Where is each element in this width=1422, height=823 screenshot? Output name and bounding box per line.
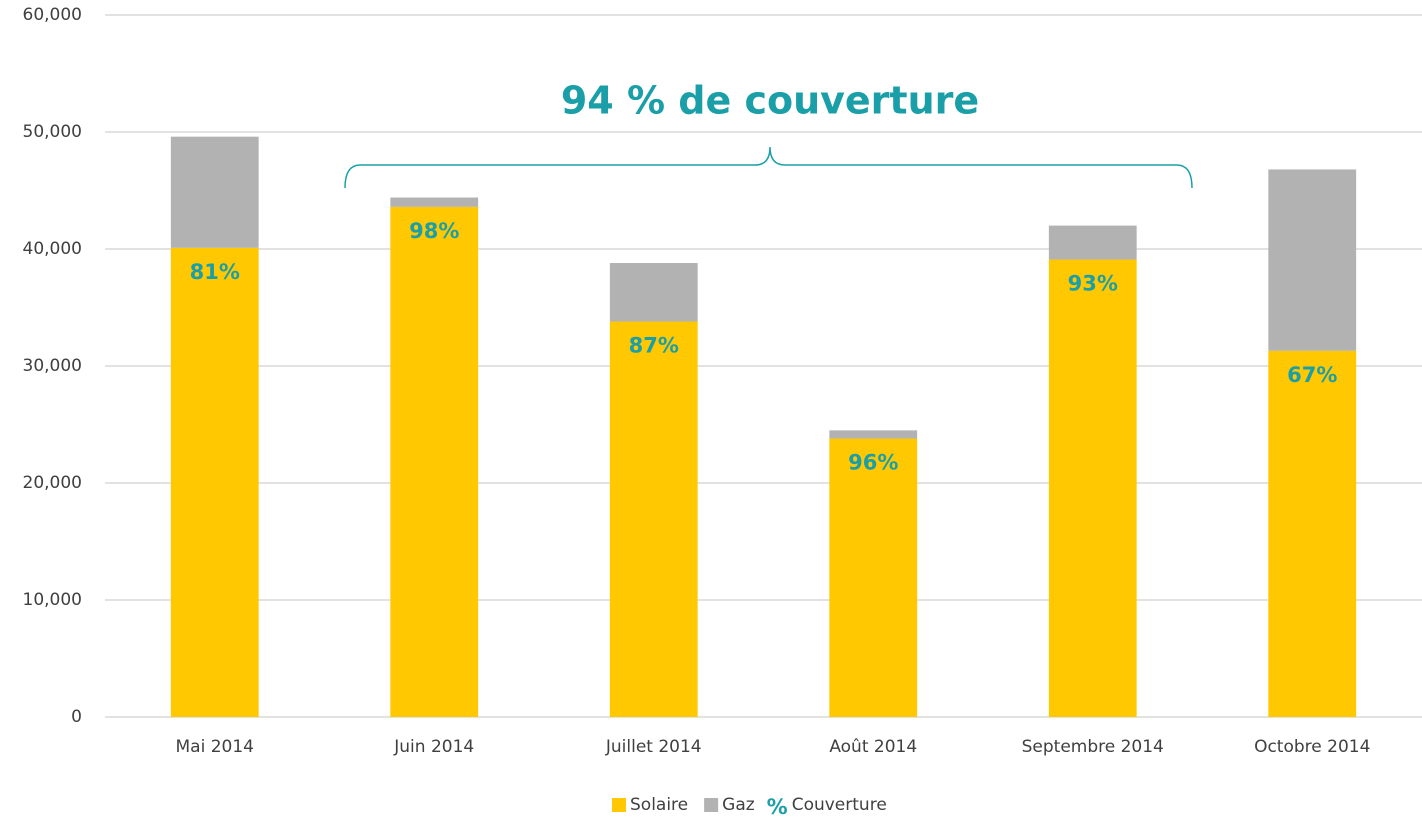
bar-segment bbox=[1048, 259, 1137, 717]
y-tick-label: 20,000 bbox=[23, 473, 82, 493]
x-tick-label: Mai 2014 bbox=[176, 737, 254, 757]
coverage-label: 67% bbox=[1287, 363, 1337, 387]
x-tick-label: Septembre 2014 bbox=[1022, 737, 1164, 757]
legend-marker: % bbox=[767, 795, 788, 819]
y-tick-label: 40,000 bbox=[23, 239, 82, 259]
coverage-label: 98% bbox=[409, 219, 459, 243]
bar-segment bbox=[609, 321, 698, 717]
coverage-label: 87% bbox=[629, 334, 679, 358]
y-tick-label: 0 bbox=[71, 707, 82, 727]
bar-segment bbox=[829, 430, 918, 439]
legend-swatch bbox=[612, 798, 626, 812]
x-tick-label: Août 2014 bbox=[829, 737, 917, 757]
x-tick-label: Octobre 2014 bbox=[1254, 737, 1370, 757]
bar-segment bbox=[390, 197, 479, 207]
bar-segment bbox=[1048, 225, 1137, 260]
y-tick-label: 60,000 bbox=[23, 5, 82, 25]
legend-label: Solaire bbox=[630, 795, 688, 815]
y-tick-label: 10,000 bbox=[23, 590, 82, 610]
coverage-label: 81% bbox=[190, 260, 240, 284]
coverage-label: 93% bbox=[1068, 272, 1118, 296]
coverage-label: 96% bbox=[848, 451, 898, 475]
y-tick-label: 50,000 bbox=[23, 122, 82, 142]
bar-segment bbox=[1268, 350, 1357, 717]
annotation: 94 % de couverture bbox=[561, 79, 979, 123]
bar-segment bbox=[170, 247, 259, 717]
bar-segment bbox=[609, 263, 698, 322]
x-tick-label: Juin 2014 bbox=[393, 737, 474, 757]
legend-label: Couverture bbox=[792, 795, 887, 815]
bar-segment bbox=[829, 438, 918, 717]
x-tick-label: Juillet 2014 bbox=[605, 737, 702, 757]
brace bbox=[344, 146, 1193, 189]
bar-segment bbox=[390, 206, 479, 717]
legend-label: Gaz bbox=[722, 795, 755, 815]
legend-swatch bbox=[704, 798, 719, 812]
bar-segment bbox=[170, 136, 259, 248]
bar-segment bbox=[1268, 169, 1357, 351]
y-tick-label: 30,000 bbox=[23, 356, 82, 376]
